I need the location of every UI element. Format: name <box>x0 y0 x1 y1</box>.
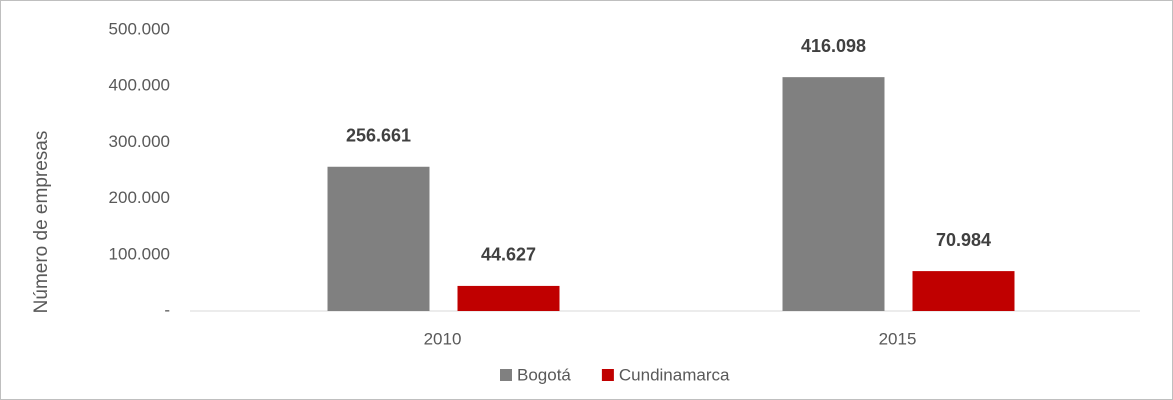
data-label: 416.098 <box>801 36 866 56</box>
legend-label: Cundinamarca <box>619 365 730 384</box>
y-tick-label: 400.000 <box>109 76 170 95</box>
data-label: 70.984 <box>936 230 991 250</box>
y-tick-label: 500.000 <box>109 19 170 38</box>
x-tick-label: 2010 <box>424 329 462 348</box>
y-tick-label: 100.000 <box>109 244 170 263</box>
legend-swatch <box>601 369 614 381</box>
y-tick-label: 300.000 <box>109 132 170 151</box>
bar <box>782 77 885 311</box>
bar <box>912 271 1015 311</box>
y-axis-label: Número de empresas <box>31 131 52 314</box>
legend-swatch <box>500 369 512 381</box>
x-tick-label: 2015 <box>879 329 917 348</box>
bar <box>457 285 560 311</box>
legend-label: Bogotá <box>517 365 571 384</box>
y-tick-label: - <box>164 300 170 319</box>
data-label: 256.661 <box>346 126 411 146</box>
data-label: 44.627 <box>481 245 536 265</box>
bar <box>327 166 430 311</box>
y-tick-label: 200.000 <box>109 188 170 207</box>
